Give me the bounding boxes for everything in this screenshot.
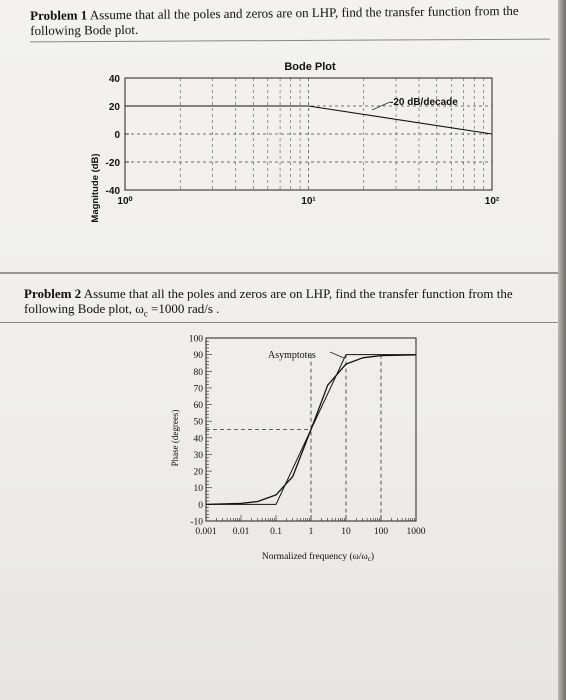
section-divider bbox=[0, 272, 566, 274]
problem-1-statement: Assume that all the poles and zeros are … bbox=[89, 2, 519, 23]
bode-magnitude-chart: Bode Plot Magnitude (dB) 40 20 0 -20 -40 10⁰… bbox=[90, 61, 500, 223]
x-tick-label: 0.1 bbox=[270, 527, 282, 537]
y-tick-label: 80 bbox=[194, 368, 204, 378]
chart-title: Bode Plot bbox=[284, 61, 336, 73]
slope-annotation: -20 dB/decade bbox=[390, 97, 458, 108]
y-tick-label: 100 bbox=[189, 335, 204, 345]
x-tick-label: 100 bbox=[374, 527, 389, 537]
x-tick-label: 10⁰ bbox=[117, 196, 132, 207]
y-tick-label: -40 bbox=[106, 186, 121, 197]
asymptote-pointer bbox=[329, 351, 345, 359]
omega-subscript: c bbox=[143, 308, 148, 319]
y-axis-label: Phase (degrees) bbox=[170, 410, 180, 467]
problem-1-text: Problem 1 Assume that all the poles and … bbox=[30, 3, 550, 38]
y-tick-label: 50 bbox=[194, 418, 204, 428]
x-tick-label: 10² bbox=[485, 196, 500, 207]
page-edge-shadow bbox=[558, 0, 566, 700]
problem-2-text: Problem 2 Assume that all the poles and … bbox=[24, 286, 554, 322]
y-tick-label: 90 bbox=[194, 351, 204, 361]
y-tick-label: 10 bbox=[194, 484, 204, 494]
x-tick-label: 1 bbox=[309, 527, 314, 537]
phase-curve bbox=[205, 354, 417, 506]
omega-value: =1000 rad/s . bbox=[147, 301, 220, 316]
x-tick-label: 1000 bbox=[407, 527, 426, 537]
y-tick-label: 20 bbox=[109, 102, 121, 113]
y-tick-label: 40 bbox=[109, 74, 121, 85]
x-tick-label: 10 bbox=[341, 527, 351, 537]
y-axis-label: Magnitude (dB) bbox=[90, 153, 101, 222]
y-tick-label: 20 bbox=[194, 468, 204, 478]
x-axis-label: Normalized frequency (ω/ωc) bbox=[262, 551, 374, 563]
problem-2-label: Problem 2 bbox=[24, 286, 82, 301]
y-tick-label: -10 bbox=[190, 518, 203, 528]
magnitude-line bbox=[125, 105, 493, 135]
problem-1-rule bbox=[30, 38, 550, 43]
y-tick-label: -20 bbox=[106, 158, 121, 169]
plot-frame bbox=[124, 77, 493, 191]
problem-2-statement: Assume that all the poles and zeros are … bbox=[83, 286, 513, 301]
y-tick-label: 0 bbox=[198, 501, 203, 511]
y-tick-label: 30 bbox=[194, 451, 204, 461]
y-tick-label: 40 bbox=[194, 434, 204, 444]
y-tick-label: 0 bbox=[114, 130, 120, 141]
problem-1-label: Problem 1 bbox=[30, 7, 88, 23]
y-tick-label: 70 bbox=[194, 384, 204, 394]
problem-2-rule bbox=[0, 322, 566, 323]
asymptotes-annotation: Asymptotes bbox=[268, 350, 316, 361]
y-tick-label: 60 bbox=[194, 401, 204, 411]
x-tick-label: 0.01 bbox=[233, 527, 250, 537]
x-tick-label: 10¹ bbox=[301, 196, 316, 207]
problem-1-statement-line2: following Bode plot. bbox=[30, 21, 139, 38]
annotation-pointer bbox=[371, 101, 391, 111]
x-tick-label: 0.001 bbox=[195, 527, 217, 537]
plot-frame bbox=[205, 337, 417, 522]
problem-2-statement-line2: following Bode plot, ω bbox=[24, 301, 144, 316]
